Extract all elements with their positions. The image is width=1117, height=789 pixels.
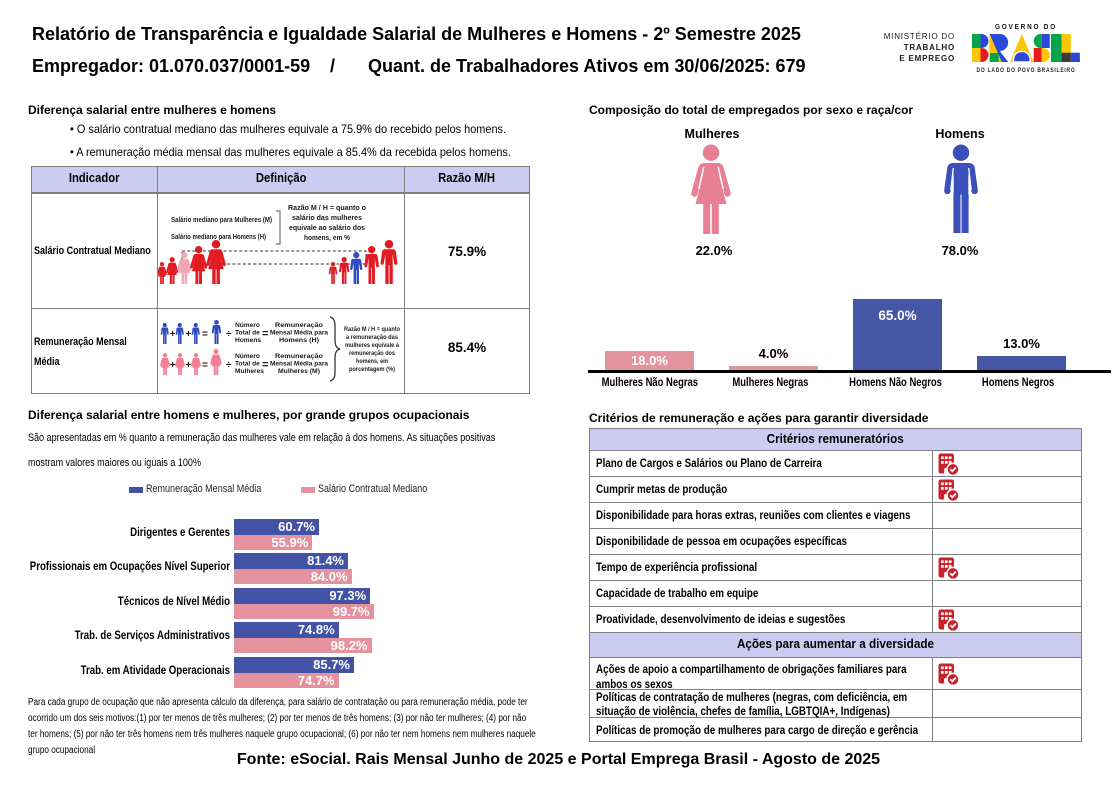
svg-text:a remuneração das: a remuneração das bbox=[346, 334, 398, 341]
svg-text:+: + bbox=[170, 360, 176, 371]
svg-text:DO LADO DO POVO BRASILEIRO: DO LADO DO POVO BRASILEIRO bbox=[977, 67, 1076, 74]
svg-text:Mulheres: Mulheres bbox=[235, 368, 264, 375]
svg-text:Mensal Média para: Mensal Média para bbox=[270, 330, 328, 337]
svg-text:Homens (H): Homens (H) bbox=[279, 337, 319, 344]
svg-text:Razão M / H = quanto: Razão M / H = quanto bbox=[344, 326, 400, 333]
svg-text:Razão M / H = quanto o: Razão M / H = quanto o bbox=[288, 205, 366, 212]
svg-text:=: = bbox=[262, 328, 268, 340]
svg-text:mulheres equivale à: mulheres equivale à bbox=[345, 342, 399, 349]
svg-text:remuneração dos: remuneração dos bbox=[349, 350, 395, 357]
svg-text:homens, em: homens, em bbox=[356, 358, 388, 365]
svg-text:Total de: Total de bbox=[235, 330, 260, 337]
svg-text:porcentagem (%): porcentagem (%) bbox=[349, 366, 395, 373]
svg-text:=: = bbox=[262, 359, 268, 371]
svg-text:+: + bbox=[186, 329, 192, 340]
svg-text:+: + bbox=[170, 329, 176, 340]
svg-text:÷: ÷ bbox=[226, 329, 232, 340]
svg-text:GOVERNO DO: GOVERNO DO bbox=[995, 22, 1057, 31]
svg-text:Mensal Média para: Mensal Média para bbox=[270, 361, 328, 368]
svg-text:homens, em %: homens, em % bbox=[304, 235, 351, 242]
svg-text:Número: Número bbox=[235, 322, 260, 329]
svg-text:salário das mulheres: salário das mulheres bbox=[292, 215, 362, 222]
svg-text:=: = bbox=[202, 360, 208, 371]
svg-text:Remuneração: Remuneração bbox=[275, 322, 323, 329]
svg-text:+: + bbox=[186, 360, 192, 371]
svg-text:equivale ao salário dos: equivale ao salário dos bbox=[289, 225, 365, 232]
svg-text:Salário mediano para Mulheres: Salário mediano para Mulheres (M) bbox=[171, 217, 272, 224]
svg-text:Total de: Total de bbox=[235, 361, 260, 368]
svg-text:÷: ÷ bbox=[226, 360, 232, 371]
svg-text:Salário mediano para Homens (H: Salário mediano para Homens (H) bbox=[171, 234, 266, 241]
svg-text:Homens: Homens bbox=[235, 337, 261, 344]
svg-text:Mulheres (M): Mulheres (M) bbox=[278, 368, 320, 375]
svg-text:=: = bbox=[202, 329, 208, 340]
svg-text:Remuneração: Remuneração bbox=[275, 353, 323, 360]
svg-text:Número: Número bbox=[235, 353, 260, 360]
